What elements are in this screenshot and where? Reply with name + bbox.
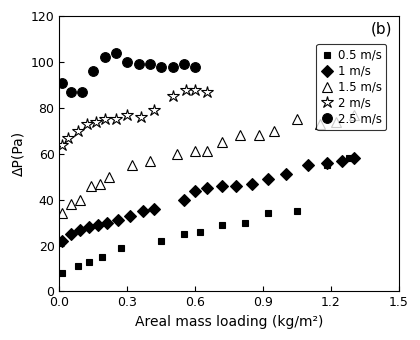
0.5 m/s (324, 163, 329, 167)
1 m/s (87, 225, 92, 229)
1.5 m/s (204, 150, 209, 154)
2 m/s (152, 108, 157, 112)
0.5 m/s (159, 239, 164, 243)
Line: 2.5 m/s: 2.5 m/s (57, 48, 200, 97)
1 m/s (204, 186, 209, 190)
2 m/s (184, 87, 189, 91)
0.5 m/s (75, 264, 80, 268)
2.5 m/s (102, 55, 107, 59)
1 m/s (306, 163, 311, 167)
1.5 m/s (333, 120, 338, 124)
1 m/s (234, 184, 239, 188)
2.5 m/s (59, 81, 64, 85)
2 m/s (113, 117, 118, 121)
1.5 m/s (107, 175, 112, 179)
1.5 m/s (256, 133, 261, 137)
1 m/s (265, 177, 270, 181)
2 m/s (59, 142, 64, 147)
1.5 m/s (317, 122, 322, 126)
0.5 m/s (242, 221, 247, 225)
0.5 m/s (220, 223, 225, 227)
2.5 m/s (159, 65, 164, 69)
2 m/s (125, 113, 130, 117)
1.5 m/s (68, 202, 73, 206)
1.5 m/s (89, 184, 94, 188)
1.5 m/s (193, 150, 198, 154)
1 m/s (283, 172, 288, 176)
Y-axis label: ΔP(Pa): ΔP(Pa) (11, 131, 25, 176)
1 m/s (340, 159, 345, 163)
2.5 m/s (79, 90, 84, 94)
0.5 m/s (197, 230, 202, 234)
1 m/s (193, 188, 198, 192)
2.5 m/s (147, 62, 152, 66)
0.5 m/s (181, 232, 186, 236)
1 m/s (249, 182, 255, 186)
2 m/s (66, 136, 71, 140)
0.5 m/s (87, 260, 92, 264)
Line: 1.5 m/s: 1.5 m/s (57, 110, 359, 218)
1 m/s (351, 156, 356, 160)
1 m/s (68, 232, 73, 236)
2 m/s (93, 120, 98, 124)
2.5 m/s (193, 65, 198, 69)
0.5 m/s (346, 156, 352, 160)
1 m/s (141, 209, 146, 213)
1 m/s (105, 221, 110, 225)
Line: 0.5 m/s: 0.5 m/s (58, 155, 353, 276)
1 m/s (324, 161, 329, 165)
2 m/s (170, 95, 175, 99)
1.5 m/s (272, 129, 277, 133)
1 m/s (95, 223, 100, 227)
1.5 m/s (294, 117, 299, 121)
1.5 m/s (59, 211, 64, 216)
2.5 m/s (136, 62, 141, 66)
2.5 m/s (181, 62, 186, 66)
1 m/s (152, 207, 157, 211)
2.5 m/s (125, 60, 130, 64)
1.5 m/s (351, 113, 356, 117)
1.5 m/s (129, 163, 134, 167)
1 m/s (181, 198, 186, 202)
1.5 m/s (77, 198, 82, 202)
Line: 2 m/s: 2 m/s (55, 83, 213, 151)
0.5 m/s (265, 211, 270, 216)
1 m/s (59, 239, 64, 243)
X-axis label: Areal mass loading (kg/m²): Areal mass loading (kg/m²) (135, 315, 323, 329)
1 m/s (116, 218, 121, 222)
2.5 m/s (68, 90, 73, 94)
1 m/s (77, 227, 82, 232)
0.5 m/s (118, 246, 123, 250)
1.5 m/s (220, 140, 225, 144)
2 m/s (84, 122, 89, 126)
1.5 m/s (147, 159, 152, 163)
0.5 m/s (59, 271, 64, 275)
1.5 m/s (175, 152, 180, 156)
2 m/s (102, 117, 107, 121)
Legend: 0.5 m/s, 1 m/s, 1.5 m/s, 2 m/s, 2.5 m/s: 0.5 m/s, 1 m/s, 1.5 m/s, 2 m/s, 2.5 m/s (316, 44, 386, 130)
1 m/s (220, 184, 225, 188)
0.5 m/s (294, 209, 299, 213)
0.5 m/s (100, 255, 105, 259)
1.5 m/s (97, 182, 102, 186)
2.5 m/s (170, 65, 175, 69)
2 m/s (138, 115, 143, 119)
2 m/s (204, 90, 209, 94)
2 m/s (75, 129, 80, 133)
2 m/s (193, 87, 198, 91)
2.5 m/s (113, 51, 118, 55)
2.5 m/s (91, 69, 96, 73)
Line: 1 m/s: 1 m/s (58, 154, 358, 245)
Text: (b): (b) (371, 22, 392, 37)
1 m/s (127, 214, 132, 218)
1.5 m/s (238, 133, 243, 137)
